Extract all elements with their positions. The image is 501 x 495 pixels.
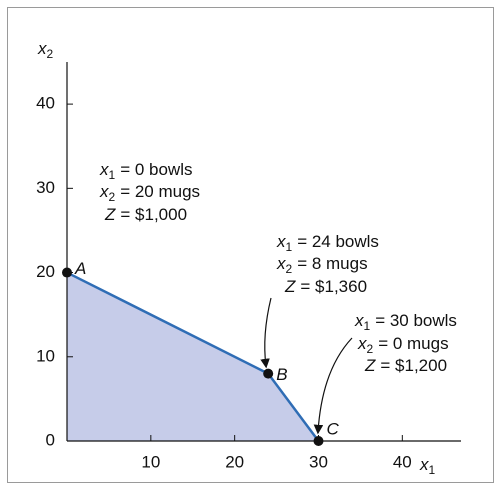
y-tick-label: 10 (36, 346, 55, 365)
label-var: Z (284, 277, 296, 296)
label: Z = $1,360 (284, 277, 367, 296)
label-var: x (419, 455, 429, 474)
label-var: x (37, 39, 47, 58)
y-tick-label: 40 (36, 94, 55, 113)
label: x2 = 20 mugs (99, 182, 200, 204)
vertex-label: B (276, 365, 287, 384)
arrow (313, 337, 353, 435)
label-var: x (99, 160, 109, 179)
label-var: x (354, 311, 364, 330)
label: Z = $1,000 (104, 205, 187, 224)
label-sub: 1 (109, 168, 116, 182)
label-text: = 20 mugs (120, 182, 200, 201)
label-sub: 1 (429, 463, 436, 477)
label: x1 = 24 bowls (276, 232, 379, 254)
feasible-area (67, 272, 319, 441)
label-var: x (357, 334, 367, 353)
label: x2 = 0 mugs (357, 334, 449, 356)
label-sub: 2 (47, 47, 54, 61)
label-text: = 0 bowls (120, 160, 192, 179)
x-tick-label: 10 (141, 452, 160, 471)
label: x1 = 30 bowls (354, 311, 457, 333)
label: x2 = 8 mugs (276, 254, 368, 276)
label-text: = 0 mugs (378, 334, 448, 353)
label-sub: 2 (367, 342, 374, 356)
label-sub: 2 (286, 262, 293, 276)
vertex-label: A (74, 259, 86, 278)
label-var: x (276, 254, 286, 273)
x-tick-label: 40 (393, 452, 412, 471)
label: x1 (419, 455, 436, 477)
y-tick-label: 0 (46, 430, 55, 449)
x-tick-label: 30 (309, 452, 328, 471)
label-sub: 1 (286, 240, 293, 254)
label-text: = $1,200 (380, 356, 447, 375)
vertex (62, 267, 72, 278)
frame (7, 7, 494, 483)
label-var: Z (104, 205, 116, 224)
label-sub: 2 (109, 190, 116, 204)
label: x1 = 0 bowls (99, 160, 192, 182)
y-tick-label: 30 (36, 178, 55, 197)
label-var: x (276, 232, 286, 251)
label-sub: 1 (364, 319, 371, 333)
label: Z = $1,200 (364, 356, 447, 375)
vertex (263, 368, 274, 379)
label-text: = 24 bowls (297, 232, 379, 251)
label-text: = 30 bowls (375, 311, 457, 330)
y-tick-label: 20 (36, 262, 55, 281)
x-tick-label: 20 (225, 452, 244, 471)
vertex (313, 436, 324, 446)
label-var: Z (364, 356, 376, 375)
vertex-label: C (326, 419, 339, 438)
label-text: = 8 mugs (297, 254, 367, 273)
label: x2 (37, 39, 54, 61)
label-text: = $1,000 (120, 205, 187, 224)
label-var: x (99, 182, 109, 201)
arrow (260, 297, 272, 369)
label-text: = $1,360 (300, 277, 367, 296)
